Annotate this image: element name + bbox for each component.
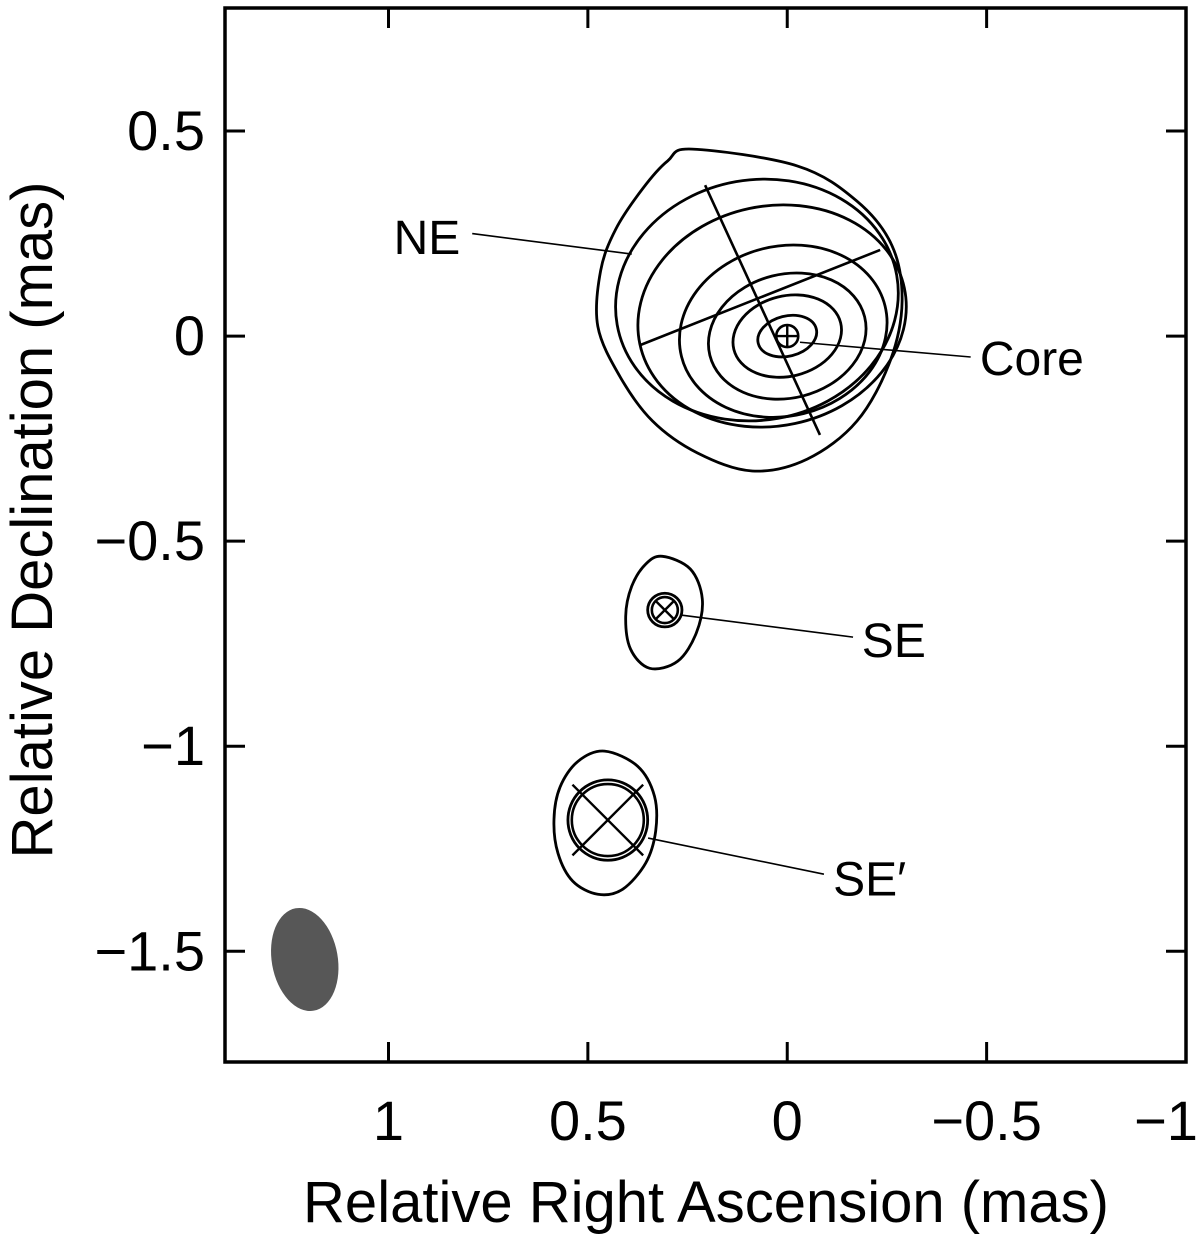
- y-tick-label: −1.5: [94, 919, 205, 982]
- component-markers: [570, 323, 800, 858]
- leader-Core: [799, 341, 971, 358]
- size-cross-NE: [703, 184, 822, 436]
- y-tick-labels: 0.5 0 −0.5 −1 −1.5: [94, 99, 205, 982]
- contour-SE-prime: [566, 778, 650, 862]
- contour-SE-prime: [552, 749, 659, 897]
- marker-x-2: [571, 783, 645, 857]
- marker-x-2: [654, 600, 675, 621]
- axis-ticks: [225, 8, 1188, 1062]
- component-label-SE: SE: [862, 615, 926, 668]
- contour-Core: [678, 243, 889, 419]
- x-tick-labels: 1 0.5 0 −0.5 −1: [373, 1089, 1198, 1152]
- y-axis-label: Relative Declination (mas): [0, 182, 65, 859]
- beam-ellipse: [271, 907, 339, 1012]
- contour-Core: [731, 293, 843, 379]
- x-tick-label: −0.5: [931, 1089, 1042, 1152]
- y-tick-label: −1: [141, 714, 205, 777]
- x-tick-label: 0.5: [549, 1089, 627, 1152]
- component-label-Core: Core: [980, 333, 1084, 386]
- x-tick-label: 1: [373, 1089, 404, 1152]
- component-size-crosses: [639, 184, 881, 436]
- leader-SE-prime: [647, 837, 825, 875]
- contour-SE: [624, 554, 704, 671]
- component-label-SE-prime: SE′: [833, 853, 906, 906]
- y-tick-label: 0.5: [127, 99, 205, 162]
- y-tick-label: −0.5: [94, 509, 205, 572]
- x-axis-label: Relative Right Ascension (mas): [303, 1170, 1109, 1235]
- leader-SE: [679, 614, 854, 638]
- contour-NE: [595, 147, 904, 473]
- component-label-NE: NE: [394, 212, 461, 265]
- leader-NE: [472, 232, 632, 255]
- y-tick-label: 0: [174, 304, 205, 367]
- contour-SE: [646, 591, 684, 629]
- plot-border: [223, 6, 1188, 1064]
- x-tick-label: 0: [772, 1089, 803, 1152]
- contour-Core: [756, 313, 819, 359]
- size-cross-NE: [639, 248, 881, 347]
- component-annotations: NE Core SE SE′: [394, 212, 1084, 906]
- contour-Core: [636, 203, 908, 429]
- x-tick-label: −1: [1134, 1089, 1198, 1152]
